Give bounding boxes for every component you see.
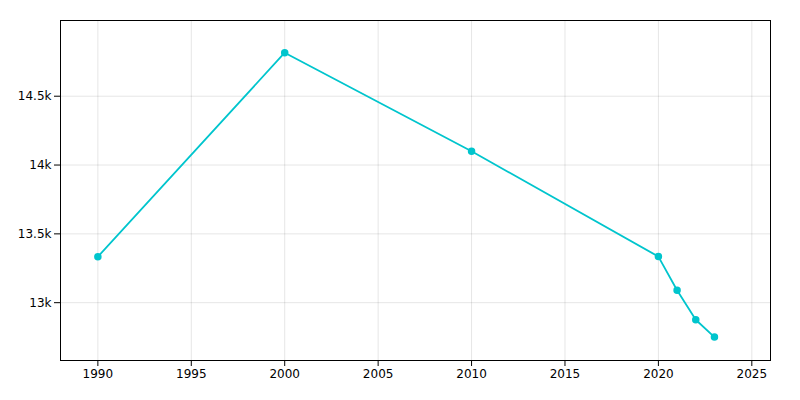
svg-text:2020: 2020 — [643, 367, 674, 381]
svg-text:1995: 1995 — [176, 367, 207, 381]
svg-text:2000: 2000 — [269, 367, 300, 381]
svg-text:2005: 2005 — [363, 367, 394, 381]
svg-text:14.5k: 14.5k — [18, 89, 52, 103]
svg-text:13.5k: 13.5k — [18, 227, 52, 241]
svg-text:2010: 2010 — [456, 367, 487, 381]
svg-text:1990: 1990 — [83, 367, 114, 381]
svg-text:2025: 2025 — [737, 367, 768, 381]
svg-text:2015: 2015 — [550, 367, 581, 381]
svg-text:14k: 14k — [29, 158, 51, 172]
svg-text:13k: 13k — [29, 296, 51, 310]
